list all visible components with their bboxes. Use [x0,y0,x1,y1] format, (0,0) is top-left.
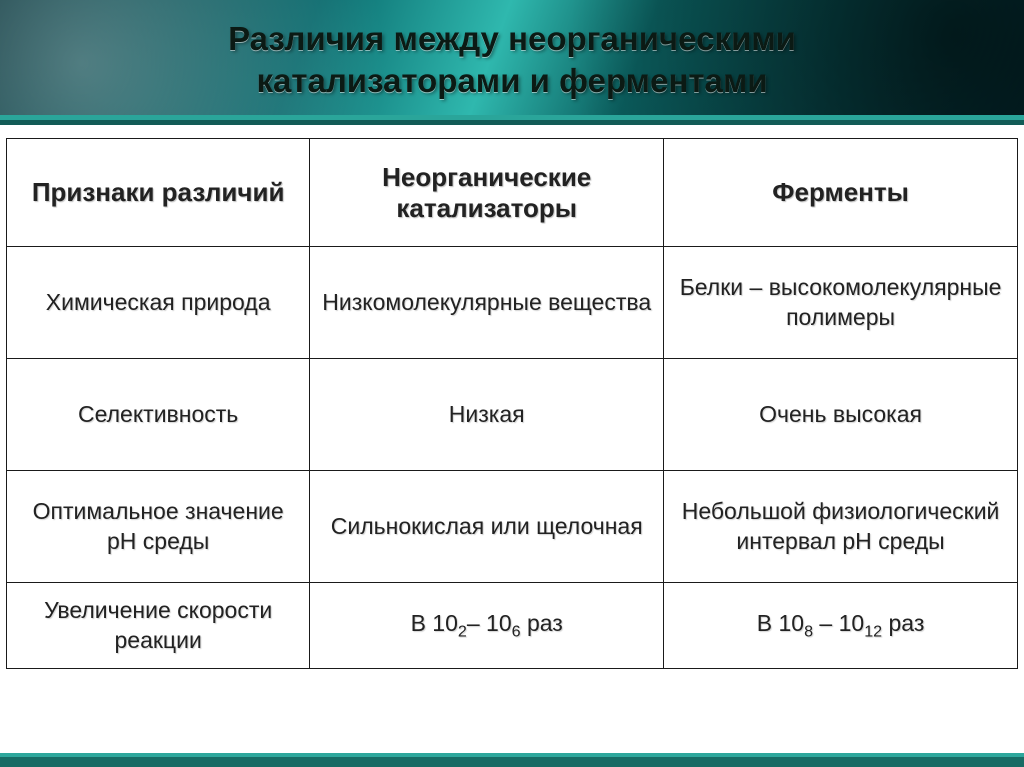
footer-accent-bar [0,753,1024,767]
cell-enzyme: В 108 – 1012 раз [664,583,1018,669]
table-container: Признаки различий Неорганические катализ… [0,120,1024,753]
title-band: Различия между неорганическими катализат… [0,0,1024,120]
table-row: Увеличение скорости реакции В 102– 106 р… [7,583,1018,669]
cell-feature: Увеличение скорости реакции [7,583,310,669]
cell-feature: Оптимальное значение pH среды [7,471,310,583]
slide-title: Различия между неорганическими катализат… [188,14,836,101]
comparison-table: Признаки различий Неорганические катализ… [6,138,1018,669]
slide: Различия между неорганическими катализат… [0,0,1024,767]
col-header-enzymes: Ферменты [664,139,1018,247]
table-body: Химическая природа Низкомолекулярные вещ… [7,247,1018,669]
title-line-2: катализаторами и ферментами [256,62,767,99]
cell-feature: Селективность [7,359,310,471]
cell-inorganic: Низкомолекулярные вещества [310,247,664,359]
table-header-row: Признаки различий Неорганические катализ… [7,139,1018,247]
cell-enzyme: Белки – высокомолекулярные полимеры [664,247,1018,359]
col-header-features: Признаки различий [7,139,310,247]
table-row: Селективность Низкая Очень высокая [7,359,1018,471]
cell-feature: Химическая природа [7,247,310,359]
table-row: Химическая природа Низкомолекулярные вещ… [7,247,1018,359]
title-line-1: Различия между неорганическими [228,20,796,57]
table-row: Оптимальное значение pH среды Сильнокисл… [7,471,1018,583]
cell-enzyme: Небольшой физиологический интервал pH ср… [664,471,1018,583]
cell-inorganic: Низкая [310,359,664,471]
cell-enzyme: Очень высокая [664,359,1018,471]
col-header-inorganic: Неорганические катализаторы [310,139,664,247]
cell-inorganic: Сильнокислая или щелочная [310,471,664,583]
cell-inorganic: В 102– 106 раз [310,583,664,669]
table-head: Признаки различий Неорганические катализ… [7,139,1018,247]
